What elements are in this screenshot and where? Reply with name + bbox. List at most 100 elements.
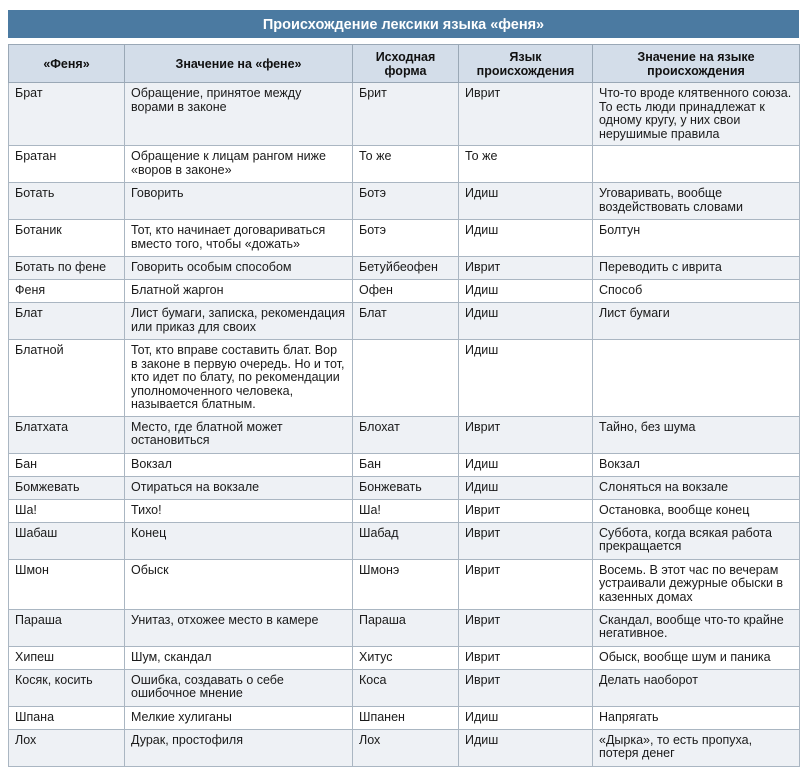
cell-fenya: Бомжевать xyxy=(8,475,125,500)
cell-origin-meaning: Слоняться на вокзале xyxy=(592,475,800,500)
cell-meaning-fenya: Тот, кто начинает договариваться вместо … xyxy=(124,219,353,257)
cell-origin-language: Идиш xyxy=(458,339,593,417)
cell-meaning-fenya: Место, где блатной может остановиться xyxy=(124,415,353,454)
cell-fenya: Лох xyxy=(8,728,125,767)
cell-source-form: Ботэ xyxy=(352,182,459,220)
header-fenya: «Феня» xyxy=(8,44,125,83)
cell-meaning-fenya: Унитаз, отхожее место в камере xyxy=(124,608,353,647)
cell-fenya: Блатной xyxy=(8,339,125,417)
table-title: Происхождение лексики языка «феня» xyxy=(8,10,799,38)
table-row: Шмон Обыск Шмонэ Иврит Восемь. В этот час по… xyxy=(8,558,800,610)
cell-source-form: То же xyxy=(352,145,459,183)
cell-origin-language: Иврит xyxy=(458,256,593,280)
table-row: Ботать Говорить Ботэ Идиш Уговаривать, вообщ… xyxy=(8,182,800,220)
cell-fenya: Шпана xyxy=(8,705,125,730)
table-row: Косяк, косить Ошибка, создавать о себе ош… xyxy=(8,668,800,707)
cell-fenya: Бан xyxy=(8,452,125,477)
cell-source-form: Бан xyxy=(352,452,459,477)
cell-fenya: Ботаник xyxy=(8,219,125,257)
cell-fenya: Хипеш xyxy=(8,645,125,670)
table-row: Бомжевать Отираться на вокзале Бонжевать Ид… xyxy=(8,475,800,500)
cell-fenya: Косяк, косить xyxy=(8,668,125,707)
cell-source-form: Брит xyxy=(352,82,459,146)
cell-origin-meaning: Лист бумаги xyxy=(592,302,800,340)
table-row: Братан Обращение к лицам рангом ниже «вор… xyxy=(8,145,800,183)
cell-source-form: Блохат xyxy=(352,415,459,454)
cell-meaning-fenya: Блатной жаргон xyxy=(124,279,353,303)
cell-origin-language: Иврит xyxy=(458,645,593,670)
cell-origin-meaning: Уговаривать, вообще воздействовать слова… xyxy=(592,182,800,220)
table-row: Блатхата Место, где блатной может останов… xyxy=(8,415,800,454)
cell-origin-language: Иврит xyxy=(458,498,593,523)
cell-origin-language: Идиш xyxy=(458,219,593,257)
cell-source-form: Бонжевать xyxy=(352,475,459,500)
cell-fenya: Блат xyxy=(8,302,125,340)
document-page: Происхождение лексики языка «феня» «Феня… xyxy=(8,10,800,767)
cell-origin-meaning: Способ xyxy=(592,279,800,303)
header-source-form: Исходная форма xyxy=(352,44,459,83)
table-body: Брат Обращение, принятое между ворами в з… xyxy=(8,82,800,767)
table-row: Лох Дурак, простофиля Лох Идиш «Дырка», то е… xyxy=(8,728,800,767)
cell-origin-language: Идиш xyxy=(458,279,593,303)
cell-meaning-fenya: Конец xyxy=(124,521,353,560)
cell-meaning-fenya: Ошибка, создавать о себе ошибочное мнени… xyxy=(124,668,353,707)
cell-origin-meaning: Напрягать xyxy=(592,705,800,730)
table-row: Феня Блатной жаргон Офен Идиш Способ xyxy=(8,279,800,303)
cell-fenya: Ботать xyxy=(8,182,125,220)
cell-fenya: Брат xyxy=(8,82,125,146)
cell-fenya: Шмон xyxy=(8,558,125,610)
cell-origin-language: То же xyxy=(458,145,593,183)
cell-source-form: Ботэ xyxy=(352,219,459,257)
cell-meaning-fenya: Тихо! xyxy=(124,498,353,523)
cell-fenya: Ша! xyxy=(8,498,125,523)
table-row: Ботаник Тот, кто начинает договариваться … xyxy=(8,219,800,257)
cell-source-form xyxy=(352,339,459,417)
cell-meaning-fenya: Вокзал xyxy=(124,452,353,477)
cell-fenya: Братан xyxy=(8,145,125,183)
cell-fenya: Блатхата xyxy=(8,415,125,454)
cell-origin-meaning: Остановка, вообще конец xyxy=(592,498,800,523)
table-row: Блат Лист бумаги, записка, рекомендация и… xyxy=(8,302,800,340)
cell-source-form: Коса xyxy=(352,668,459,707)
cell-origin-meaning xyxy=(592,145,800,183)
cell-source-form: Бетуйбеофен xyxy=(352,256,459,280)
cell-origin-meaning xyxy=(592,339,800,417)
cell-origin-language: Иврит xyxy=(458,608,593,647)
cell-source-form: Параша xyxy=(352,608,459,647)
header-row: «Феня» Значение на «фене» Исходная форма… xyxy=(8,44,800,83)
cell-origin-meaning: Тайно, без шума xyxy=(592,415,800,454)
cell-origin-meaning: Болтун xyxy=(592,219,800,257)
cell-origin-language: Иврит xyxy=(458,558,593,610)
cell-origin-meaning: Переводить с иврита xyxy=(592,256,800,280)
cell-source-form: Лох xyxy=(352,728,459,767)
cell-source-form: Шабад xyxy=(352,521,459,560)
cell-origin-meaning: Обыск, вообще шум и паника xyxy=(592,645,800,670)
table-row: Блатной Тот, кто вправе составить блат. В… xyxy=(8,339,800,417)
table-row: Ша! Тихо! Ша! Иврит Остановка, вообще конец xyxy=(8,498,800,523)
cell-meaning-fenya: Тот, кто вправе составить блат. Вор в за… xyxy=(124,339,353,417)
cell-origin-meaning: Скандал, вообще что-то крайне негативное… xyxy=(592,608,800,647)
cell-meaning-fenya: Обращение, принятое между ворами в закон… xyxy=(124,82,353,146)
cell-meaning-fenya: Дурак, простофиля xyxy=(124,728,353,767)
header-origin-meaning: Значение на языке происхождения xyxy=(592,44,800,83)
cell-origin-meaning: Делать наоборот xyxy=(592,668,800,707)
lexicon-table: «Феня» Значение на «фене» Исходная форма… xyxy=(8,44,800,767)
table-row: Бан Вокзал Бан Идиш Вокзал xyxy=(8,452,800,477)
cell-origin-language: Идиш xyxy=(458,302,593,340)
table-row: Шабаш Конец Шабад Иврит Суббота, когда всяка… xyxy=(8,521,800,560)
cell-origin-language: Идиш xyxy=(458,452,593,477)
table-row: Брат Обращение, принятое между ворами в з… xyxy=(8,82,800,146)
table-row: Шпана Мелкие хулиганы Шпанен Идиш Напрягать xyxy=(8,705,800,730)
cell-meaning-fenya: Лист бумаги, записка, рекомендация или п… xyxy=(124,302,353,340)
cell-meaning-fenya: Шум, скандал xyxy=(124,645,353,670)
cell-origin-language: Идиш xyxy=(458,728,593,767)
cell-origin-language: Идиш xyxy=(458,182,593,220)
cell-origin-meaning: «Дырка», то есть пропуха, потеря денег xyxy=(592,728,800,767)
cell-origin-meaning: Вокзал xyxy=(592,452,800,477)
cell-origin-meaning: Что-то вроде клятвенного союза. То есть … xyxy=(592,82,800,146)
cell-source-form: Блат xyxy=(352,302,459,340)
cell-meaning-fenya: Обращение к лицам рангом ниже «воров в з… xyxy=(124,145,353,183)
cell-origin-language: Иврит xyxy=(458,521,593,560)
cell-source-form: Офен xyxy=(352,279,459,303)
cell-source-form: Шпанен xyxy=(352,705,459,730)
